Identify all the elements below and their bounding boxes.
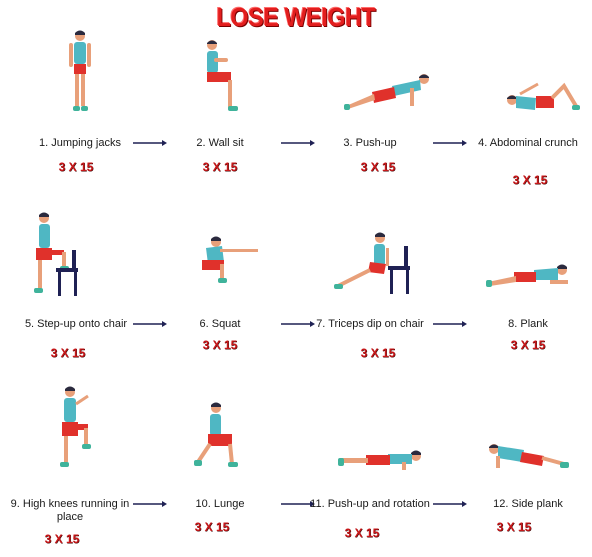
exercise-label: 6. Squat	[199, 318, 241, 330]
triceps-dip-figure-icon	[334, 232, 410, 294]
side-plank-figure-icon	[489, 444, 569, 468]
exercise-label: 10. Lunge	[195, 498, 245, 510]
arrow-right-icon	[433, 140, 467, 146]
reps-badge: 3 X 15	[58, 160, 94, 174]
exercise-label: 1. Jumping jacks	[39, 137, 121, 149]
exercise-label: 12. Side plank	[493, 498, 563, 510]
exercise-label: 8. Plank	[508, 318, 548, 330]
reps-badge: 3 X 15	[44, 532, 80, 546]
step-up-figure-icon	[34, 212, 78, 296]
reps-badge: 3 X 15	[512, 173, 548, 187]
reps-badge: 3 X 15	[202, 338, 238, 352]
reps-badge: 3 X 15	[360, 160, 396, 174]
reps-badge: 3 X 15	[360, 346, 396, 360]
arrow-right-icon	[281, 501, 315, 507]
exercise-label: 11. Push-up and rotation	[310, 498, 430, 510]
wall-sit-figure-icon	[207, 40, 238, 111]
exercise-label: 9. High knees running in place	[10, 498, 130, 523]
crunch-figure-icon	[507, 82, 580, 110]
reps-badge: 3 X 15	[496, 520, 532, 534]
arrow-right-icon	[281, 321, 315, 327]
push-up-figure-icon	[344, 74, 429, 110]
arrow-right-icon	[133, 140, 167, 146]
arrow-right-icon	[133, 321, 167, 327]
exercise-label: 5. Step-up onto chair	[24, 318, 128, 330]
plank-figure-icon	[486, 264, 568, 287]
exercise-label: 4. Abdominal crunch	[478, 137, 578, 149]
reps-badge: 3 X 15	[344, 526, 380, 540]
arrow-right-icon	[133, 501, 167, 507]
reps-badge: 3 X 15	[510, 338, 546, 352]
page-title: LOSE WEIGHT	[216, 2, 376, 32]
arrow-right-icon	[433, 321, 467, 327]
exercise-label: 7. Triceps dip on chair	[316, 318, 424, 330]
reps-badge: 3 X 15	[202, 160, 238, 174]
arrow-right-icon	[433, 501, 467, 507]
squat-figure-icon	[202, 236, 258, 283]
standing-figure-icon	[69, 30, 91, 111]
arrow-right-icon	[281, 140, 315, 146]
lunge-figure-icon	[194, 402, 238, 467]
push-up-rotation-figure-icon	[338, 450, 421, 470]
high-knees-figure-icon	[60, 386, 91, 467]
reps-badge: 3 X 15	[50, 346, 86, 360]
reps-badge: 3 X 15	[194, 520, 230, 534]
exercise-label: 3. Push-up	[343, 137, 397, 149]
exercise-label: 2. Wall sit	[196, 137, 244, 149]
